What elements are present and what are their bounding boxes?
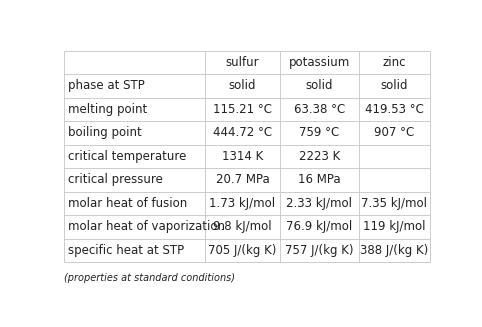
Text: 759 °C: 759 °C — [299, 126, 339, 139]
Text: sulfur: sulfur — [226, 56, 259, 69]
Text: 20.7 MPa: 20.7 MPa — [215, 173, 269, 186]
Text: critical pressure: critical pressure — [68, 173, 163, 186]
Text: 76.9 kJ/mol: 76.9 kJ/mol — [286, 220, 352, 233]
Text: 9.8 kJ/mol: 9.8 kJ/mol — [213, 220, 272, 233]
Text: critical temperature: critical temperature — [68, 150, 187, 163]
Text: 705 J/(kg K): 705 J/(kg K) — [208, 244, 277, 257]
Text: 119 kJ/mol: 119 kJ/mol — [363, 220, 426, 233]
Text: 7.35 kJ/mol: 7.35 kJ/mol — [362, 197, 428, 210]
Text: 63.38 °C: 63.38 °C — [294, 103, 345, 116]
Text: specific heat at STP: specific heat at STP — [68, 244, 185, 257]
Text: 419.53 °C: 419.53 °C — [365, 103, 424, 116]
Text: 444.72 °C: 444.72 °C — [213, 126, 272, 139]
Text: phase at STP: phase at STP — [68, 79, 145, 92]
Text: solid: solid — [306, 79, 333, 92]
Text: melting point: melting point — [68, 103, 147, 116]
Text: boiling point: boiling point — [68, 126, 142, 139]
Text: 1.73 kJ/mol: 1.73 kJ/mol — [209, 197, 276, 210]
Text: potassium: potassium — [289, 56, 350, 69]
Text: molar heat of fusion: molar heat of fusion — [68, 197, 187, 210]
Text: 16 MPa: 16 MPa — [298, 173, 341, 186]
Text: (properties at standard conditions): (properties at standard conditions) — [64, 273, 235, 284]
Text: solid: solid — [228, 79, 256, 92]
Text: 1314 K: 1314 K — [222, 150, 263, 163]
Text: 757 J/(kg K): 757 J/(kg K) — [285, 244, 354, 257]
Text: 907 °C: 907 °C — [374, 126, 415, 139]
Text: 2223 K: 2223 K — [299, 150, 340, 163]
Text: molar heat of vaporization: molar heat of vaporization — [68, 220, 226, 233]
Text: solid: solid — [381, 79, 408, 92]
Text: 115.21 °C: 115.21 °C — [213, 103, 272, 116]
Text: 388 J/(kg K): 388 J/(kg K) — [360, 244, 428, 257]
Text: zinc: zinc — [383, 56, 406, 69]
Text: 2.33 kJ/mol: 2.33 kJ/mol — [286, 197, 352, 210]
